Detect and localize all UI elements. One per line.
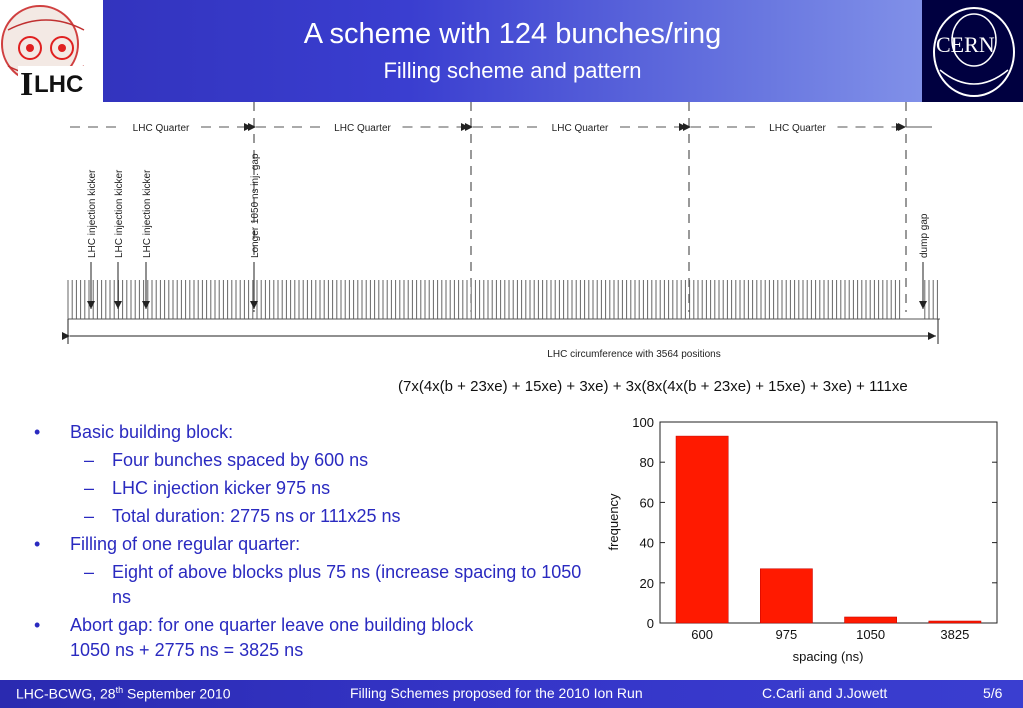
cern-logo: CERN (922, 0, 1023, 102)
footer-page-number: 5/6 (983, 685, 1003, 701)
filling-scheme-diagram: LHC Quarter LHC Quarter LHC Quarter LHC Qua… (62, 102, 940, 360)
bullet-regular-quarter: Filling of one regular quarter: (30, 532, 605, 557)
abort-gap-line-1: Abort gap: for one quarter leave one bui… (70, 615, 474, 635)
bullet-list: Basic building block: Four bunches space… (30, 418, 605, 666)
bullet-abort-gap: Abort gap: for one quarter leave one bui… (30, 613, 605, 663)
svg-text:CERN: CERN (936, 32, 995, 57)
quarter-arrows: LHC Quarter LHC Quarter LHC Quarter LHC Qua… (70, 123, 932, 134)
injection-kicker-1-label: LHC injection kicker (87, 169, 98, 258)
x-tick-label-1050: 1050 (856, 627, 885, 642)
sub-bullet-eight-blocks: Eight of above blocks plus 75 ns (increa… (30, 560, 605, 610)
x-axis-label: spacing (ns) (793, 649, 864, 664)
x-tick-label-3825: 3825 (940, 627, 969, 642)
spacing-histogram: 0 20 40 60 80 100 600 975 1050 3825 spacing (ns)… (606, 415, 998, 664)
y-tick-label-60: 60 (640, 495, 654, 510)
footer-date: LHC-BCWG, 28th September 2010 (16, 685, 231, 702)
bar-975 (760, 568, 813, 624)
bar-1050 (844, 616, 897, 624)
y-axis-label: frequency (606, 493, 621, 551)
svg-text:LHC: LHC (34, 71, 83, 98)
longer-gap-label: Longer 1050 ns inj. gap (250, 153, 261, 258)
x-tick-label-600: 600 (691, 627, 713, 642)
y-tick-label-40: 40 (640, 536, 654, 551)
slide-subtitle: Filling scheme and pattern (383, 58, 642, 83)
filling-formula: (7x(4x(b + 23xe) + 15xe) + 3xe) + 3x(8x(… (398, 378, 908, 395)
quarter-label-2: LHC Quarter (334, 123, 391, 134)
sub-bullet-injection-kicker: LHC injection kicker 975 ns (30, 476, 605, 501)
abort-gap-line-2: 1050 ns + 2775 ns = 3825 ns (70, 640, 304, 660)
bullet-building-block: Basic building block: (30, 420, 605, 445)
position-markers: LHC injection kicker LHC injection kicker… (87, 153, 930, 309)
circumference-label: LHC circumference with 3564 positions (547, 349, 720, 360)
quarter-label-1: LHC Quarter (133, 123, 190, 134)
circumference-arrow: LHC circumference with 3564 positions (62, 319, 939, 360)
y-tick-label-100: 100 (632, 415, 654, 430)
sub-bullet-total-duration: Total duration: 2775 ns or 111x25 ns (30, 504, 605, 529)
bars (675, 435, 982, 624)
bunch-slot-ticks (67, 280, 940, 320)
quarter-label-3: LHC Quarter (552, 123, 609, 134)
footer-authors: C.Carli and J.Jowett (762, 685, 888, 701)
footer-title: Filling Schemes proposed for the 2010 Io… (350, 685, 643, 701)
x-tick-label-975: 975 (776, 627, 798, 642)
y-tick-label-0: 0 (647, 616, 654, 631)
y-tick-label-80: 80 (640, 455, 654, 470)
bar-600 (675, 435, 729, 624)
injection-kicker-3-label: LHC injection kicker (142, 169, 153, 258)
lhc-logo: I LHC (0, 0, 103, 103)
dump-gap-label: dump gap (919, 213, 930, 258)
y-tick-label-20: 20 (640, 576, 654, 591)
svg-text:I: I (20, 66, 33, 102)
quarter-boundaries (253, 102, 907, 312)
footer-bar: LHC-BCWG, 28th September 2010 Filling Sc… (0, 680, 1023, 708)
sub-bullet-four-bunches: Four bunches spaced by 600 ns (30, 448, 605, 473)
plot-frame (659, 421, 998, 624)
slide-title: A scheme with 124 bunches/ring (303, 18, 722, 50)
title-bar: I LHC A scheme with 124 bunches/ring Fil… (0, 0, 1023, 103)
x-axis: 600 975 1050 3825 (691, 627, 969, 642)
y-axis: 0 20 40 60 80 100 (632, 415, 997, 631)
injection-kicker-2-label: LHC injection kicker (114, 169, 125, 258)
quarter-label-4: LHC Quarter (769, 123, 826, 134)
bar-3825 (928, 620, 982, 624)
